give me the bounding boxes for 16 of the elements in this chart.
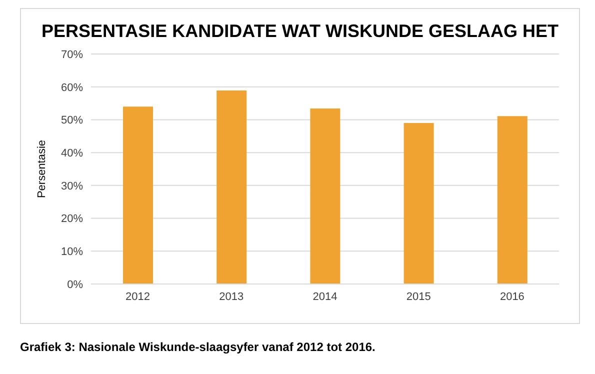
x-tick-label: 2014 bbox=[312, 290, 338, 303]
chart-title: PERSENTASIE KANDIDATE WAT WISKUNDE GESLAAG HET bbox=[40, 21, 560, 42]
x-tick-label: 2015 bbox=[406, 290, 431, 303]
y-tick-label: 30% bbox=[60, 180, 84, 192]
x-tick-label: 2016 bbox=[500, 290, 524, 303]
y-tick-label: 0% bbox=[67, 278, 84, 291]
y-tick-label: 40% bbox=[60, 147, 84, 160]
x-tick-label: 2013 bbox=[219, 290, 244, 303]
text: Grafiek 3: Nasionale Wiskunde-slaagsyfer vanaf 2012 tot 2016. bbox=[20, 340, 376, 354]
x-tick-label: 2012 bbox=[126, 290, 150, 303]
y-tick-label: 20% bbox=[60, 213, 84, 226]
y-tick-label: 10% bbox=[60, 246, 84, 258]
y-axis-title: Persentasie bbox=[36, 140, 48, 198]
y-tick-label: 70% bbox=[60, 48, 84, 61]
y-tick-label: 50% bbox=[60, 114, 84, 127]
y-tick-label: 60% bbox=[60, 82, 84, 94]
